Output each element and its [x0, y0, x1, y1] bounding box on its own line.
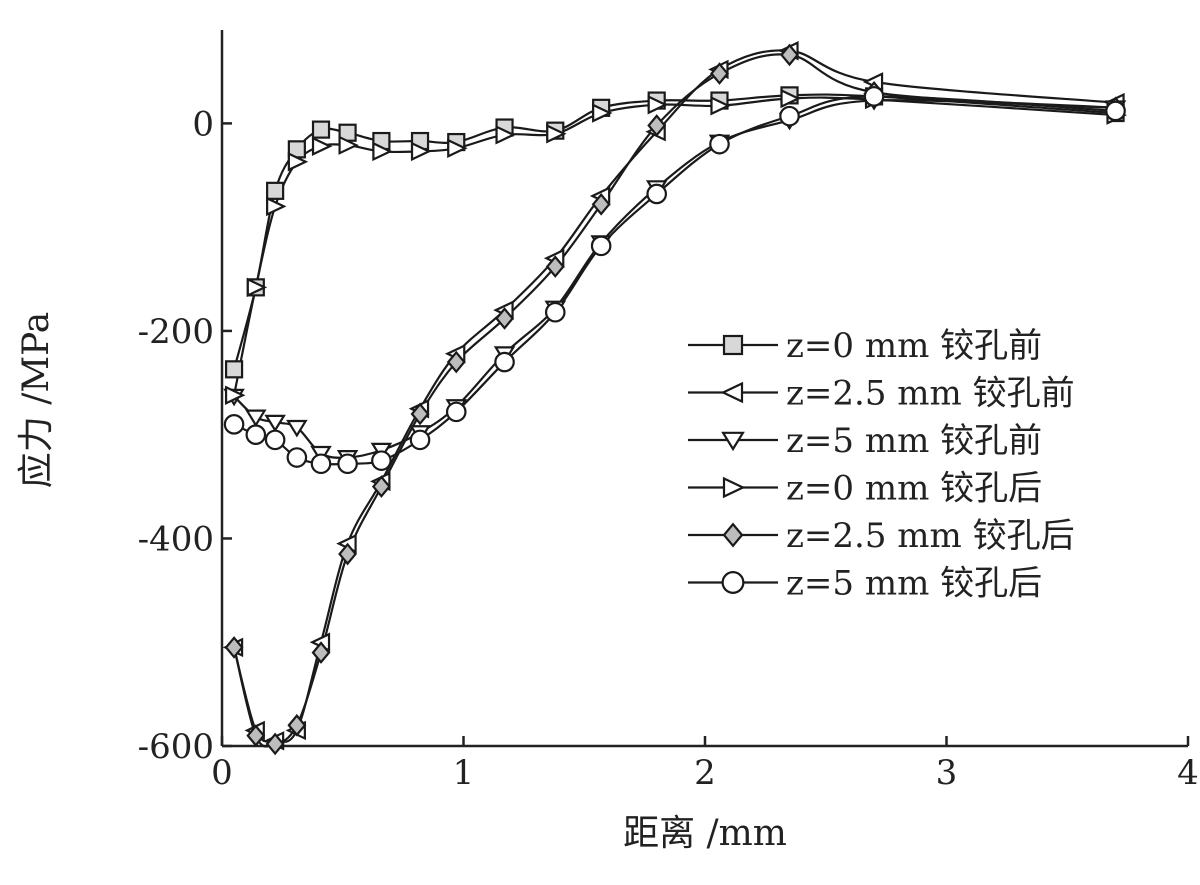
data-point-1 [224, 360, 244, 379]
x-tick-label: 2 [694, 753, 716, 793]
data-point-6 [286, 447, 308, 468]
y-tick-label: -600 [138, 727, 214, 767]
data-point-6 [494, 351, 515, 373]
data-point-6 [445, 401, 467, 423]
data-point-4 [311, 136, 333, 156]
data-point-5 [647, 114, 667, 137]
data-point-5 [311, 641, 331, 664]
data-point-4 [287, 152, 309, 172]
series-markers [222, 41, 1127, 756]
data-point-5 [545, 255, 565, 278]
data-point-4 [447, 138, 468, 159]
legend-marker-5 [722, 522, 744, 548]
data-point-3 [264, 414, 286, 433]
data-point-5 [338, 542, 358, 566]
data-point-4 [647, 94, 669, 115]
legend-label-1: z=0 mm 铰孔前 [786, 326, 1042, 366]
data-point-4 [338, 135, 359, 155]
data-point-5 [265, 732, 285, 756]
legend-label-2: z=2.5 mm 铰孔前 [786, 374, 1075, 414]
legend: z=0 mm 铰孔前 z=2.5 mm 铰孔前 z=5 mm 铰孔前 z=0 mm 铰… [688, 326, 1075, 604]
data-point-5 [446, 350, 466, 374]
data-point-6 [371, 450, 392, 471]
data-point-4 [266, 196, 287, 217]
data-point-6 [863, 86, 885, 107]
data-point-6 [1105, 100, 1126, 122]
data-point-1 [266, 181, 285, 200]
legend-marker-3 [721, 431, 745, 452]
data-point-4 [780, 88, 801, 109]
legend-marker-1 [722, 334, 744, 356]
data-point-6 [779, 105, 800, 127]
data-point-5 [591, 193, 611, 216]
data-point-5 [371, 475, 391, 498]
y-tick-label: -200 [138, 312, 214, 352]
data-point-6 [245, 424, 267, 445]
y-axis-title: 应力 /MPa [16, 312, 57, 489]
y-tick-label: -400 [138, 519, 214, 559]
x-tick-label: 0 [211, 753, 233, 793]
data-point-5 [780, 43, 799, 67]
data-point-3 [245, 409, 267, 428]
data-point-5 [495, 307, 514, 330]
legend-label-4: z=0 mm 铰孔后 [786, 469, 1042, 509]
data-point-1 [311, 120, 331, 139]
data-point-6 [337, 453, 358, 475]
x-axis-title: 距离 /mm [623, 813, 787, 854]
ticks: 0 1 2 3 4 -600 -400 -200 0 [138, 104, 1199, 793]
data-point-5 [710, 62, 729, 85]
data-point-4 [710, 96, 731, 116]
data-point-6 [310, 453, 332, 475]
data-point-5 [287, 713, 307, 737]
data-point-4 [592, 103, 613, 123]
legend-label-6: z=5 mm 铰孔后 [786, 564, 1042, 604]
x-tick-label: 3 [936, 753, 958, 793]
data-point-6 [264, 429, 286, 451]
legend-label-5: z=2.5 mm 铰孔后 [786, 516, 1075, 556]
data-point-6 [646, 183, 667, 205]
y-tick-label: 0 [192, 104, 214, 144]
data-point-6 [709, 133, 730, 155]
data-point-4 [546, 124, 567, 144]
legend-marker-2 [720, 381, 744, 404]
data-point-5 [224, 636, 244, 659]
data-point-6 [223, 414, 245, 435]
data-point-4 [410, 141, 432, 162]
data-point-4 [224, 385, 246, 406]
data-point-5 [410, 402, 430, 426]
legend-marker-4 [722, 476, 746, 499]
data-point-4 [246, 277, 268, 298]
x-tick-label: 4 [1177, 753, 1199, 793]
x-tick-label: 1 [453, 753, 475, 793]
legend-label-3: z=5 mm 铰孔前 [786, 421, 1042, 461]
legend-marker-6 [721, 571, 745, 594]
data-point-6 [409, 429, 431, 451]
data-point-4 [372, 141, 393, 162]
data-point-6 [544, 301, 566, 323]
data-point-5 [246, 724, 266, 747]
data-point-6 [590, 235, 612, 257]
data-point-4 [495, 125, 516, 145]
data-point-3 [286, 419, 308, 438]
